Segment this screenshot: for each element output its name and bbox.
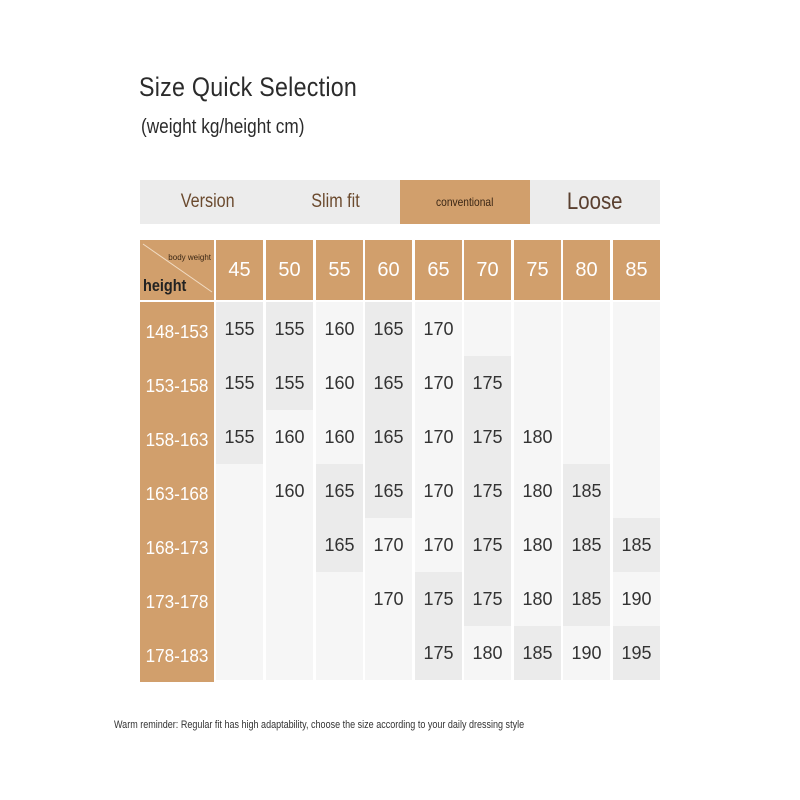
size-cell: 185 xyxy=(563,518,610,572)
size-cell: 165 xyxy=(365,410,412,464)
size-cell: 160 xyxy=(316,410,363,464)
weight-header-70: 70 xyxy=(464,240,511,300)
height-row-label: 178-183 xyxy=(145,646,209,666)
size-cell: 185 xyxy=(514,626,561,680)
size-cell: 180 xyxy=(514,572,561,626)
size-cell: 180 xyxy=(514,518,561,572)
height-row-label: 163-168 xyxy=(145,484,209,504)
table-corner-header: body weight height xyxy=(140,240,214,300)
height-row-label: 148-153 xyxy=(145,322,209,342)
weight-header-45: 45 xyxy=(216,240,263,300)
size-cell xyxy=(563,302,610,356)
size-cell xyxy=(365,626,412,680)
size-cell xyxy=(266,626,313,680)
weight-header-75: 75 xyxy=(514,240,561,300)
height-row-label: 168-173 xyxy=(145,538,209,558)
size-cell: 165 xyxy=(365,464,412,518)
page-title: Size Quick Selection xyxy=(139,72,358,102)
size-cell: 185 xyxy=(613,518,660,572)
size-cell: 170 xyxy=(415,464,462,518)
size-cell xyxy=(613,302,660,356)
size-cell xyxy=(563,356,610,410)
size-cell xyxy=(613,410,660,464)
version-option-text: Loose xyxy=(567,188,623,215)
height-column: 148-153 153-158 158-163 163-168 168-173 173-1… xyxy=(140,302,214,682)
size-cell xyxy=(464,302,511,356)
weight-header-65: 65 xyxy=(415,240,462,300)
size-cell: 175 xyxy=(464,572,511,626)
size-cell: 175 xyxy=(464,410,511,464)
size-cell: 155 xyxy=(216,410,263,464)
size-cell: 170 xyxy=(415,410,462,464)
size-cell xyxy=(216,518,263,572)
size-cell xyxy=(266,572,313,626)
size-table: body weight height 148-153 153-158 158-163… xyxy=(140,240,660,682)
size-cell: 190 xyxy=(563,626,610,680)
size-cell: 180 xyxy=(514,464,561,518)
size-cell: 180 xyxy=(464,626,511,680)
size-cell: 155 xyxy=(216,356,263,410)
size-cell: 170 xyxy=(415,302,462,356)
weight-header-55: 55 xyxy=(316,240,363,300)
size-cell xyxy=(216,626,263,680)
size-cell: 170 xyxy=(415,518,462,572)
page-subtitle: (weight kg/height cm) xyxy=(141,116,305,138)
version-option-loose: Loose xyxy=(530,180,660,224)
size-cell: 160 xyxy=(316,302,363,356)
size-cell xyxy=(613,356,660,410)
weight-header-60: 60 xyxy=(365,240,412,300)
size-cell xyxy=(613,464,660,518)
size-cell: 155 xyxy=(266,302,313,356)
size-cell: 175 xyxy=(464,518,511,572)
size-cell: 185 xyxy=(563,464,610,518)
size-cell: 165 xyxy=(365,302,412,356)
size-cell xyxy=(316,626,363,680)
size-cell: 190 xyxy=(613,572,660,626)
size-cell: 175 xyxy=(464,356,511,410)
version-option-text: conventional xyxy=(436,195,494,209)
size-cell: 165 xyxy=(365,356,412,410)
size-cell: 155 xyxy=(266,356,313,410)
size-cell: 195 xyxy=(613,626,660,680)
size-cell: 160 xyxy=(266,410,313,464)
height-row-label: 173-178 xyxy=(145,592,209,612)
height-row-label: 153-158 xyxy=(145,376,209,396)
weight-header-80: 80 xyxy=(563,240,610,300)
warm-reminder-note: Warm reminder: Regular fit has high adap… xyxy=(114,719,525,731)
size-cell xyxy=(216,572,263,626)
size-cell: 165 xyxy=(316,518,363,572)
version-option-text: Slim fit xyxy=(310,191,360,212)
size-cell xyxy=(216,464,263,518)
size-cell: 160 xyxy=(316,356,363,410)
size-cell xyxy=(316,572,363,626)
size-cell: 175 xyxy=(415,626,462,680)
size-cell xyxy=(514,356,561,410)
size-cell: 155 xyxy=(216,302,263,356)
corner-height-label: height xyxy=(143,276,187,295)
corner-weight-label: body weight xyxy=(168,253,211,262)
weight-header-85: 85 xyxy=(613,240,660,300)
size-cell: 175 xyxy=(464,464,511,518)
version-label: Version xyxy=(140,180,275,224)
version-option-conventional: conventional xyxy=(400,180,530,224)
version-option-slim-fit: Slim fit xyxy=(270,180,400,224)
size-cell xyxy=(563,410,610,464)
size-cell: 170 xyxy=(365,572,412,626)
size-cell: 185 xyxy=(563,572,610,626)
size-cell xyxy=(514,302,561,356)
size-cell: 165 xyxy=(316,464,363,518)
version-label-text: Version xyxy=(180,191,235,212)
height-row-label: 158-163 xyxy=(145,430,209,450)
size-cell xyxy=(266,518,313,572)
size-cell: 170 xyxy=(415,356,462,410)
diagonal-divider xyxy=(142,243,213,293)
size-cell: 160 xyxy=(266,464,313,518)
size-cell: 180 xyxy=(514,410,561,464)
weight-header-50: 50 xyxy=(266,240,313,300)
size-cell: 170 xyxy=(365,518,412,572)
version-bar: Version Slim fit conventional Loose xyxy=(140,180,660,224)
size-cell: 175 xyxy=(415,572,462,626)
